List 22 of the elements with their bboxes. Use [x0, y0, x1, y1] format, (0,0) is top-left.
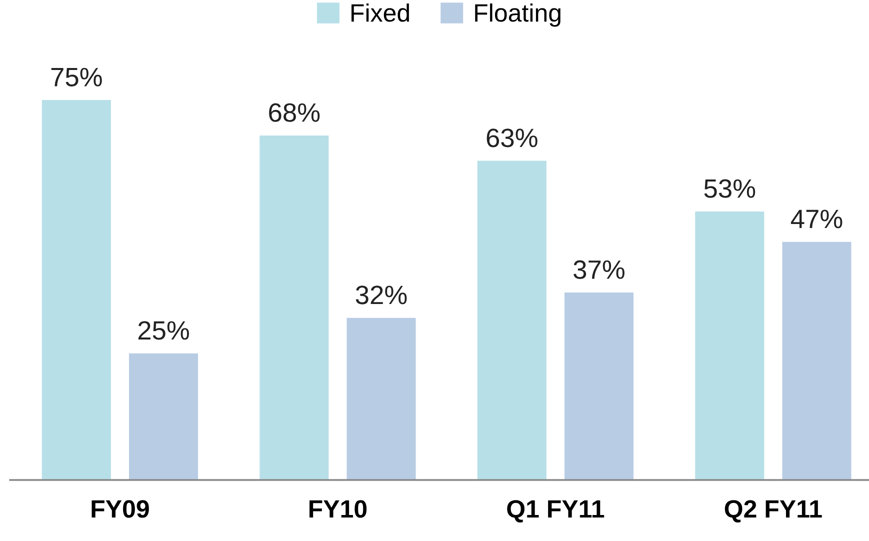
bar — [564, 292, 634, 480]
legend-label: Floating — [475, 3, 560, 27]
x-tick-label: Q2 FY11 — [724, 500, 822, 522]
bar — [260, 135, 329, 480]
x-tick-label: Q1 FY11 — [507, 500, 604, 522]
bar — [695, 211, 764, 480]
data-label: 68% — [269, 103, 320, 122]
x-tick-label: FY10 — [310, 500, 367, 518]
data-label: 32% — [356, 286, 407, 304]
x-tick-label: FY09 — [92, 500, 149, 518]
bar — [42, 100, 111, 480]
data-label: 75% — [51, 68, 102, 86]
bar — [346, 318, 416, 480]
data-label: 53% — [704, 179, 756, 198]
bar — [782, 242, 852, 480]
data-label: 63% — [486, 128, 538, 148]
bar — [128, 353, 198, 480]
data-label: 25% — [138, 321, 189, 340]
legend-label: Fixed — [352, 3, 409, 22]
bar — [477, 160, 546, 480]
data-label: 47% — [790, 210, 842, 228]
data-label: 37% — [574, 260, 624, 279]
